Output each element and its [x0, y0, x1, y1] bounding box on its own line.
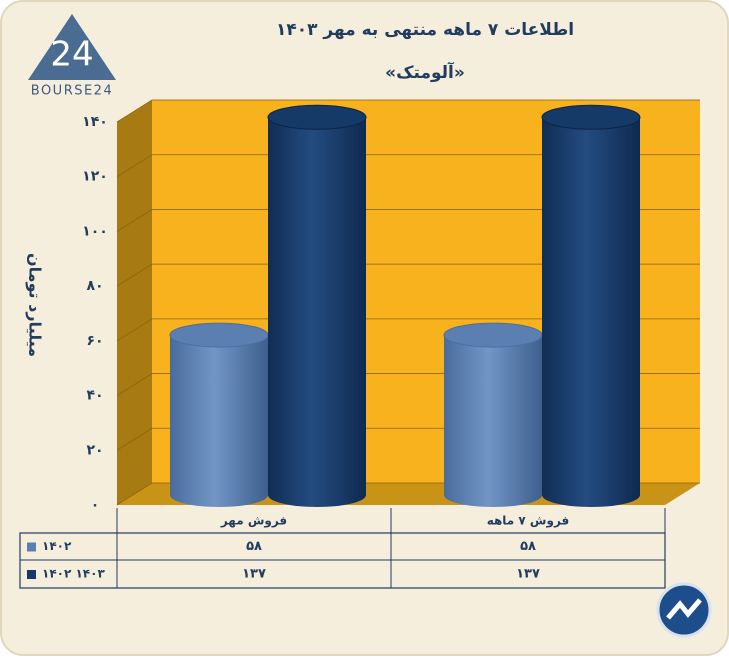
bar-top	[267, 104, 367, 130]
bar-top	[169, 322, 269, 348]
bar	[541, 104, 641, 508]
y-tick-label: ۲۰	[86, 442, 103, 458]
data-label: ۱۳۷	[516, 567, 540, 582]
bar	[443, 322, 543, 507]
y-tick-label: ۰	[91, 497, 100, 513]
badge	[656, 582, 712, 638]
y-tick-label: ۴۰	[86, 388, 103, 404]
legend-swatch	[27, 542, 36, 552]
bar	[267, 104, 367, 508]
data-label: ۵۸	[520, 539, 536, 554]
grid-line	[116, 318, 700, 342]
y-axis-label: میلیارد تومان	[26, 253, 45, 357]
bar-body	[268, 117, 366, 508]
legend-label: ۱۴۰۲ ۱۴۰۳	[42, 567, 105, 581]
bar-body	[444, 335, 542, 507]
y-tick-label: ۱۰۰	[82, 223, 108, 239]
bar-top	[541, 104, 641, 130]
data-label: ۱۳۷	[242, 567, 266, 582]
legend-swatch	[27, 570, 36, 579]
chart-title: اطلاعات ۷ ماهه منتهی به مهر ۱۴۰۳	[276, 20, 574, 40]
x-tick-label: فروش مهر	[220, 514, 287, 529]
grid-line	[116, 99, 700, 123]
bar-top	[443, 322, 543, 348]
y-tick-label: ۱۲۰	[82, 169, 108, 185]
bar	[169, 322, 269, 507]
y-tick-label: ۱۴۰	[82, 114, 108, 130]
logo-text: BOURSE24	[31, 84, 113, 99]
side-wall	[117, 100, 152, 505]
bar-body	[542, 117, 640, 508]
bar-body	[170, 335, 268, 507]
y-tick-label: ۶۰	[86, 333, 103, 349]
y-tick-label: ۸۰	[86, 278, 103, 294]
chart-subtitle: «آلومتک»	[385, 61, 465, 83]
grid-line	[116, 154, 700, 178]
x-tick-label: فروش ۷ ماهه	[487, 514, 570, 529]
grid-line	[116, 209, 700, 232]
data-label: ۵۸	[246, 539, 262, 554]
grid-line	[116, 263, 700, 287]
legend-label: ۱۴۰۲	[42, 539, 72, 553]
logo-mark: 24	[50, 35, 93, 75]
logo: 24 BOURSE24	[28, 14, 116, 99]
